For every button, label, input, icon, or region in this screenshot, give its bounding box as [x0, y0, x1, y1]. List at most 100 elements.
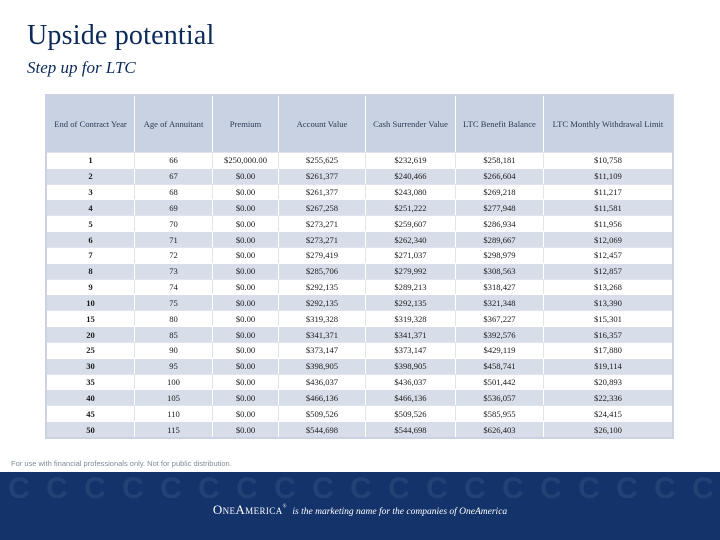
table-cell: $0.00: [213, 389, 279, 406]
table-row: 4 69 $0.00 $267,258 $251,222 $277,948 $11,581: [47, 199, 672, 216]
table-row: 1 66 $250,000.00 $255,625 $232,619 $258,181 $1…: [47, 152, 672, 168]
table-cell: $0.00: [213, 326, 279, 342]
table-cell: $16,357: [544, 326, 672, 342]
pattern-mark: C: [388, 472, 410, 505]
table-cell: 115: [135, 421, 213, 437]
table-cell: 3: [47, 183, 135, 200]
column-header: Premium: [213, 96, 279, 152]
table-cell: 67: [135, 167, 213, 184]
pattern-mark: C: [426, 472, 448, 505]
table-cell: $262,340: [366, 231, 456, 247]
table-row: 8 73 $0.00 $285,706 $279,992 $308,563 $12,857: [47, 262, 672, 279]
table-cell: $251,222: [366, 199, 456, 216]
table-row: 25 90 $0.00 $373,147 $373,147 $429,119 $17,880: [47, 341, 672, 358]
table-cell: 9: [47, 278, 135, 295]
table-cell: 15: [47, 310, 135, 327]
table-cell: $398,905: [366, 357, 456, 374]
table-cell: $0.00: [213, 421, 279, 437]
table-cell: $17,880: [544, 341, 672, 358]
table-cell: $22,336: [544, 389, 672, 406]
table-row: 5 70 $0.00 $273,271 $259,607 $286,934 $11,956: [47, 215, 672, 232]
table-cell: 85: [135, 326, 213, 342]
table-cell: $10,758: [544, 152, 672, 168]
table-cell: $13,390: [544, 294, 672, 311]
table-cell: $20,893: [544, 373, 672, 390]
table-cell: $26,100: [544, 421, 672, 437]
table-cell: $11,581: [544, 199, 672, 216]
table-cell: $15,301: [544, 310, 672, 327]
brand-logo: OneAmerica: [212, 502, 283, 517]
table-cell: 105: [135, 389, 213, 406]
table-row: 30 95 $0.00 $398,905 $398,905 $458,741 $19,114: [47, 357, 672, 374]
table-cell: 45: [47, 405, 135, 422]
pattern-mark: C: [350, 472, 372, 505]
table-cell: 7: [47, 246, 135, 263]
table-cell: $436,037: [366, 373, 456, 390]
table-cell: 70: [135, 215, 213, 232]
table-cell: $289,667: [456, 231, 544, 247]
table-cell: $319,328: [366, 310, 456, 327]
table-cell: $0.00: [213, 215, 279, 232]
table-cell: $292,135: [279, 294, 366, 311]
table-cell: 75: [135, 294, 213, 311]
table-cell: $429,119: [456, 341, 544, 358]
footer-tagline: is the marketing name for the companies …: [292, 507, 508, 517]
pattern-mark: C: [274, 472, 296, 505]
table-cell: $466,136: [279, 389, 366, 406]
table-cell: $0.00: [213, 199, 279, 216]
table-cell: $466,136: [366, 389, 456, 406]
table-cell: $261,377: [279, 167, 366, 184]
table-cell: $267,258: [279, 199, 366, 216]
table-cell: $0.00: [213, 167, 279, 184]
table-cell: 90: [135, 341, 213, 358]
page-subtitle: Step up for LTC: [27, 58, 136, 77]
pattern-mark: C: [84, 472, 106, 505]
table-cell: 80: [135, 310, 213, 327]
table-cell: $13,268: [544, 278, 672, 295]
trademark-mark: ®: [282, 504, 287, 510]
table-cell: $367,227: [456, 310, 544, 327]
pattern-mark: C: [540, 472, 562, 505]
table-cell: $12,457: [544, 246, 672, 263]
pattern-mark: C: [8, 472, 30, 505]
table-cell: $544,698: [366, 421, 456, 437]
table-cell: $0.00: [213, 183, 279, 200]
table-cell: $341,371: [366, 326, 456, 342]
footer-tagline-line: OneAmerica® is the marketing name for th…: [0, 501, 720, 519]
table-cell: $321,348: [456, 294, 544, 311]
table-cell: $273,271: [279, 231, 366, 247]
table-cell: 25: [47, 341, 135, 358]
table-cell: $240,466: [366, 167, 456, 184]
table-cell: 95: [135, 357, 213, 374]
table-cell: $318,427: [456, 278, 544, 295]
table-row: 10 75 $0.00 $292,135 $292,135 $321,348 $13,390: [47, 294, 672, 311]
table-cell: $279,419: [279, 246, 366, 263]
pattern-mark: C: [578, 472, 600, 505]
table-row: 7 72 $0.00 $279,419 $271,037 $298,979 $12,457: [47, 246, 672, 263]
table-cell: 50: [47, 421, 135, 437]
table-cell: $273,271: [279, 215, 366, 232]
table-cell: $585,955: [456, 405, 544, 422]
table-cell: $398,905: [279, 357, 366, 374]
table-cell: 74: [135, 278, 213, 295]
table-cell: 35: [47, 373, 135, 390]
column-header: Age of Annuitant: [135, 96, 213, 152]
table-row: 50 115 $0.00 $544,698 $544,698 $626,403 $26,10…: [47, 421, 672, 437]
table-cell: 100: [135, 373, 213, 390]
table-cell: $250,000.00: [213, 152, 279, 168]
table-cell: 10: [47, 294, 135, 311]
table-cell: $509,526: [366, 405, 456, 422]
table-cell: $0.00: [213, 246, 279, 263]
table-cell: $11,956: [544, 215, 672, 232]
pattern-mark: C: [46, 472, 68, 505]
table-cell: $373,147: [279, 341, 366, 358]
table-header-row: End of Contract Year Age of Annuitant Prem…: [47, 96, 672, 152]
table-cell: $292,135: [279, 278, 366, 295]
table-cell: $11,109: [544, 167, 672, 184]
table-cell: $0.00: [213, 357, 279, 374]
pattern-mark: C: [160, 472, 182, 505]
table-cell: $258,181: [456, 152, 544, 168]
pattern-mark: C: [198, 472, 220, 505]
table-cell: $436,037: [279, 373, 366, 390]
table-cell: 30: [47, 357, 135, 374]
